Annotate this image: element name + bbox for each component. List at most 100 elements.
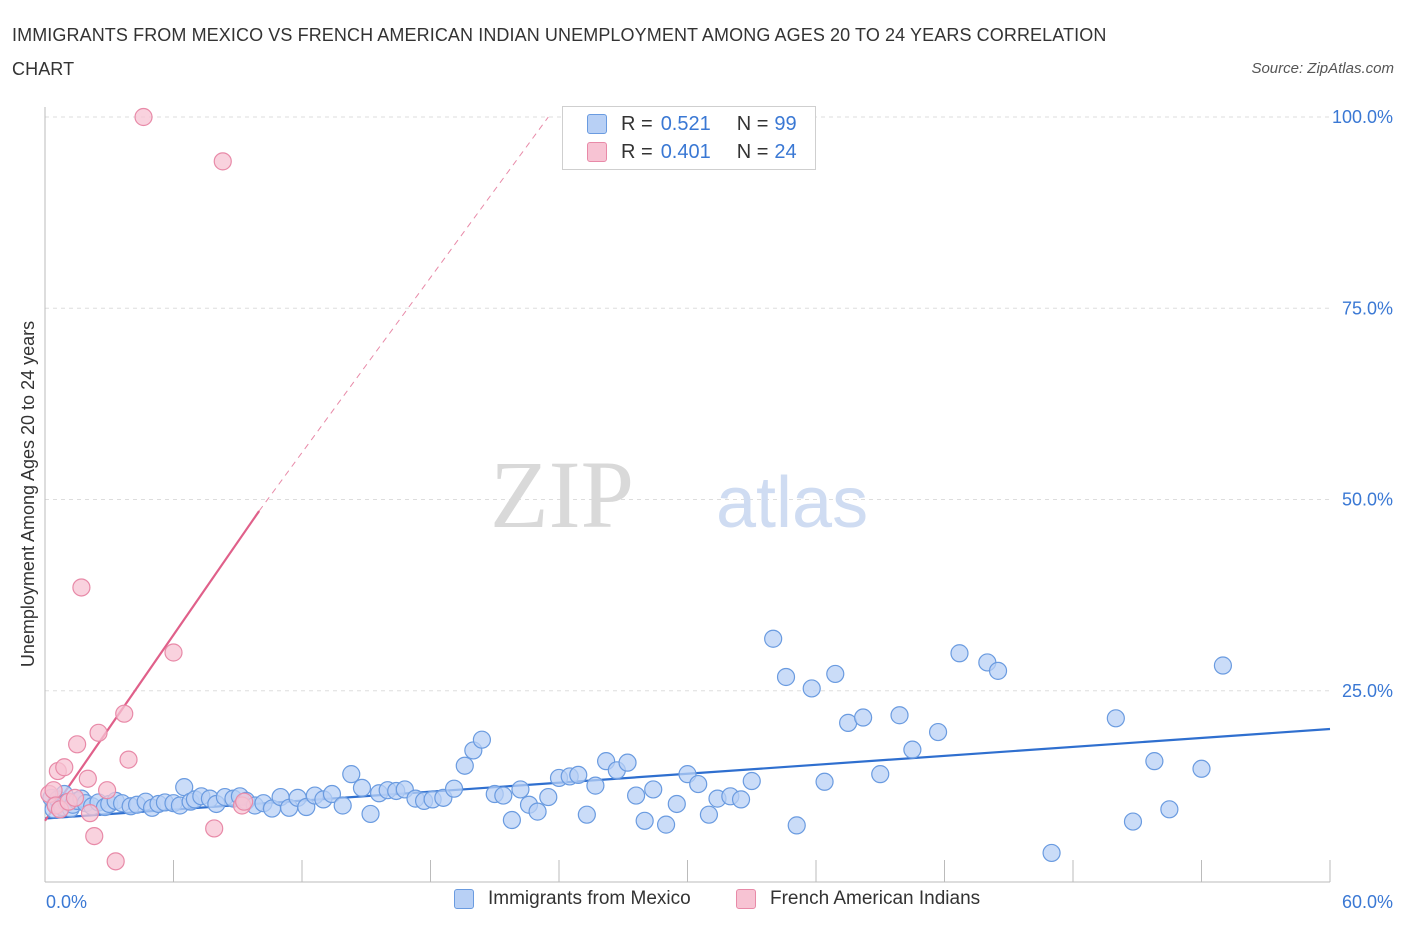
data-point-mexico (635, 811, 654, 830)
data-point-french (89, 723, 108, 742)
grid-lines (45, 116, 1330, 692)
data-point-mexico (1106, 709, 1125, 728)
data-point-mexico (1192, 759, 1211, 778)
legend-swatch-blue (587, 114, 607, 134)
data-point-mexico (689, 774, 708, 794)
legend-swatch-blue (454, 889, 474, 909)
data-point-french (213, 152, 232, 171)
data-point-mexico (988, 661, 1008, 680)
legend-item-french: French American Indians (736, 888, 980, 910)
data-point-mexico (903, 740, 922, 759)
data-point-mexico (333, 796, 352, 815)
trend-lines (44, 116, 1331, 822)
legend-swatch-pink (587, 142, 607, 162)
legend-r-label: R = (621, 140, 653, 163)
data-point-french (72, 578, 91, 597)
watermark-atlas: atlas (716, 463, 868, 543)
data-point-mexico (742, 771, 761, 791)
series-legend: Immigrants from Mexico French American I… (0, 888, 1406, 916)
chart-title: IMMIGRANTS FROM MEXICO VS FRENCH AMERICA… (12, 25, 1107, 79)
legend-label-mexico: Immigrants from Mexico (488, 888, 691, 909)
legend-row-french: R = 0.401 N = 24 (587, 139, 797, 165)
legend-n-value: 24 (774, 140, 797, 163)
trend-line-french-extension (258, 116, 549, 512)
legend-r-label: R = (621, 112, 653, 135)
data-point-french (65, 788, 85, 807)
data-point-french (119, 750, 138, 769)
data-point-french (78, 769, 97, 788)
data-point-french (134, 107, 153, 127)
legend-item-mexico: Immigrants from Mexico (454, 888, 691, 910)
legend-label-french: French American Indians (770, 888, 981, 909)
watermark-zip: ZIP (490, 441, 634, 548)
data-point-mexico (511, 780, 530, 799)
data-point-french (44, 781, 63, 800)
watermark: ZIP atlas (490, 441, 868, 548)
data-point-mexico (787, 816, 806, 835)
data-point-mexico (502, 810, 521, 830)
legend-r-value: 0.521 (660, 112, 711, 135)
data-point-mexico (618, 753, 637, 772)
legend-n-value: 99 (774, 112, 797, 135)
data-point-mexico (352, 778, 372, 798)
legend-n-label: N = (736, 140, 769, 163)
data-point-french (164, 643, 183, 662)
data-point-mexico (577, 805, 596, 824)
data-point-mexico (444, 779, 464, 798)
y-tick-label: 25.0% (1342, 681, 1393, 701)
data-point-mexico (455, 756, 474, 775)
data-point-mexico (472, 730, 491, 749)
data-point-mexico (764, 629, 783, 648)
data-point-french (80, 804, 100, 823)
data-point-mexico (776, 667, 796, 687)
data-point-french (85, 826, 104, 846)
y-tick-label: 75.0% (1342, 298, 1393, 318)
data-point-mexico (871, 765, 890, 784)
data-point-french (235, 792, 254, 811)
data-point-mexico (890, 706, 909, 725)
trend-line-french (44, 510, 261, 822)
source-label: Source: ZipAtlas.com (1251, 60, 1394, 77)
data-point-mexico (1042, 843, 1061, 863)
data-point-mexico (1123, 812, 1143, 831)
data-point-mexico (644, 780, 663, 799)
data-point-mexico (494, 786, 513, 805)
data-point-mexico (928, 722, 948, 742)
legend-n-label: N = (736, 112, 769, 135)
data-point-mexico (667, 794, 686, 814)
data-point-mexico (586, 776, 605, 795)
data-point-mexico (1145, 752, 1164, 771)
data-point-french (115, 704, 134, 723)
data-point-mexico (802, 679, 821, 698)
y-tick-label: 100.0% (1332, 107, 1393, 127)
data-point-mexico (342, 765, 361, 784)
correlation-legend: R = 0.521 N = 99 R = 0.401 N = 24 (562, 106, 816, 170)
data-point-french (98, 781, 117, 800)
tick-labels: 100.0% 75.0% 50.0% 25.0% 0.0% 60.0% (46, 107, 1393, 912)
legend-row-mexico: R = 0.521 N = 99 (587, 111, 797, 137)
legend-r-value: 0.401 (660, 140, 711, 163)
y-axis-label: Unemployment Among Ages 20 to 24 years (18, 321, 38, 667)
data-point-mexico (322, 784, 342, 804)
data-point-mexico (656, 815, 676, 834)
data-point-mexico (854, 708, 873, 727)
y-tick-label: 50.0% (1342, 490, 1393, 510)
data-point-mexico (539, 787, 558, 807)
legend-swatch-pink (736, 889, 756, 909)
data-point-mexico (1160, 800, 1179, 819)
x-tick-label: 60.0% (1342, 892, 1393, 912)
data-points (40, 107, 1233, 871)
data-point-french (106, 852, 125, 871)
data-point-mexico (826, 664, 845, 684)
data-point-mexico (815, 772, 834, 791)
data-point-french (55, 758, 74, 777)
data-point-mexico (361, 804, 380, 824)
data-point-french (68, 735, 87, 754)
data-point-mexico (950, 644, 969, 663)
data-point-mexico (731, 790, 751, 809)
data-point-mexico (528, 802, 547, 821)
data-point-mexico (699, 805, 719, 824)
axes (44, 107, 1331, 883)
data-point-mexico (569, 765, 588, 785)
data-point-french (205, 819, 224, 838)
